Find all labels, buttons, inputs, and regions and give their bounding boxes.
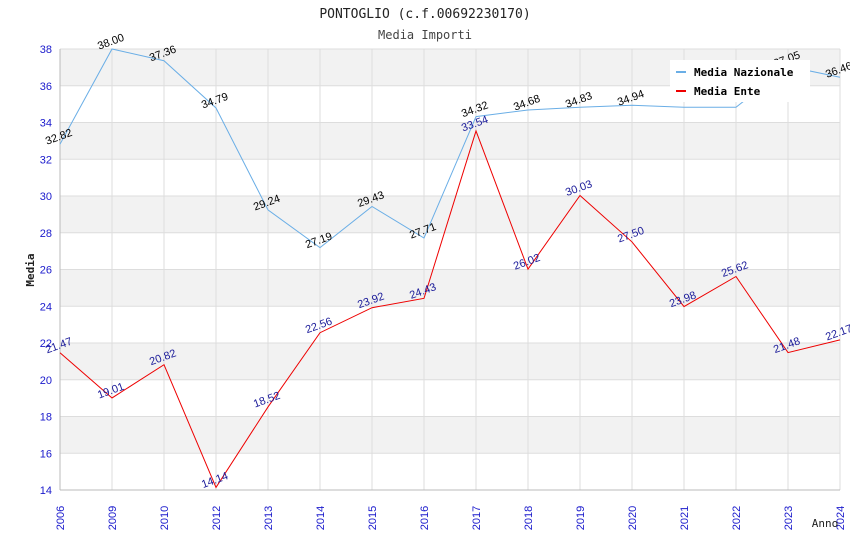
y-tick-label: 22 [40,338,52,350]
x-tick-label: 2009 [107,506,119,530]
y-axis-label: Media [24,253,37,286]
y-tick-label: 18 [40,412,52,424]
y-tick-label: 24 [40,301,52,313]
y-tick-label: 38 [40,44,52,56]
x-tick-label: 2014 [315,506,327,530]
y-tick-label: 26 [40,265,52,277]
x-tick-label: 2018 [523,506,535,530]
y-axis-ticks: 14 16 18 20 22 24 26 28 30 32 34 36 38 [40,44,52,497]
x-tick-label: 2012 [211,506,223,530]
x-tick-label: 2023 [783,506,795,530]
x-axis-label: Anno [812,517,839,530]
x-tick-label: 2024 [835,506,847,530]
grid-band [60,122,840,160]
y-tick-label: 30 [40,191,52,203]
grid-lines [59,48,841,491]
y-tick-label: 16 [40,448,52,460]
legend: Media Nazionale Media Ente [670,60,810,102]
legend-entry: Media Ente [694,85,761,98]
x-tick-label: 2016 [419,506,431,530]
series-lines [59,48,841,489]
legend-box [670,60,810,102]
y-tick-label: 34 [40,118,52,130]
grid-band [60,416,840,454]
x-tick-label: 2017 [471,506,483,530]
series-line [59,129,841,489]
y-tick-label: 36 [40,81,52,93]
y-tick-label: 32 [40,154,52,166]
y-tick-label: 20 [40,375,52,387]
grid-band [60,269,840,307]
x-tick-label: 2020 [627,506,639,530]
x-tick-label: 2006 [55,506,67,530]
legend-entry: Media Nazionale [694,66,794,79]
series-line [59,48,841,249]
y-tick-label: 28 [40,228,52,240]
x-tick-label: 2019 [575,506,587,530]
x-tick-label: 2022 [731,506,743,530]
x-tick-label: 2013 [263,506,275,530]
x-tick-label: 2015 [367,506,379,530]
x-tick-label: 2021 [679,506,691,530]
grid-band [60,343,840,380]
chart-title: PONTOGLIO (c.f.00692230170) [319,7,530,22]
x-axis-ticks: 2006 2009 2010 2012 2013 2014 2015 2016 2017 2018… [55,506,847,530]
chart-subtitle: Media Importi [378,28,472,42]
y-tick-label: 14 [40,485,52,497]
x-tick-label: 2010 [159,506,171,530]
